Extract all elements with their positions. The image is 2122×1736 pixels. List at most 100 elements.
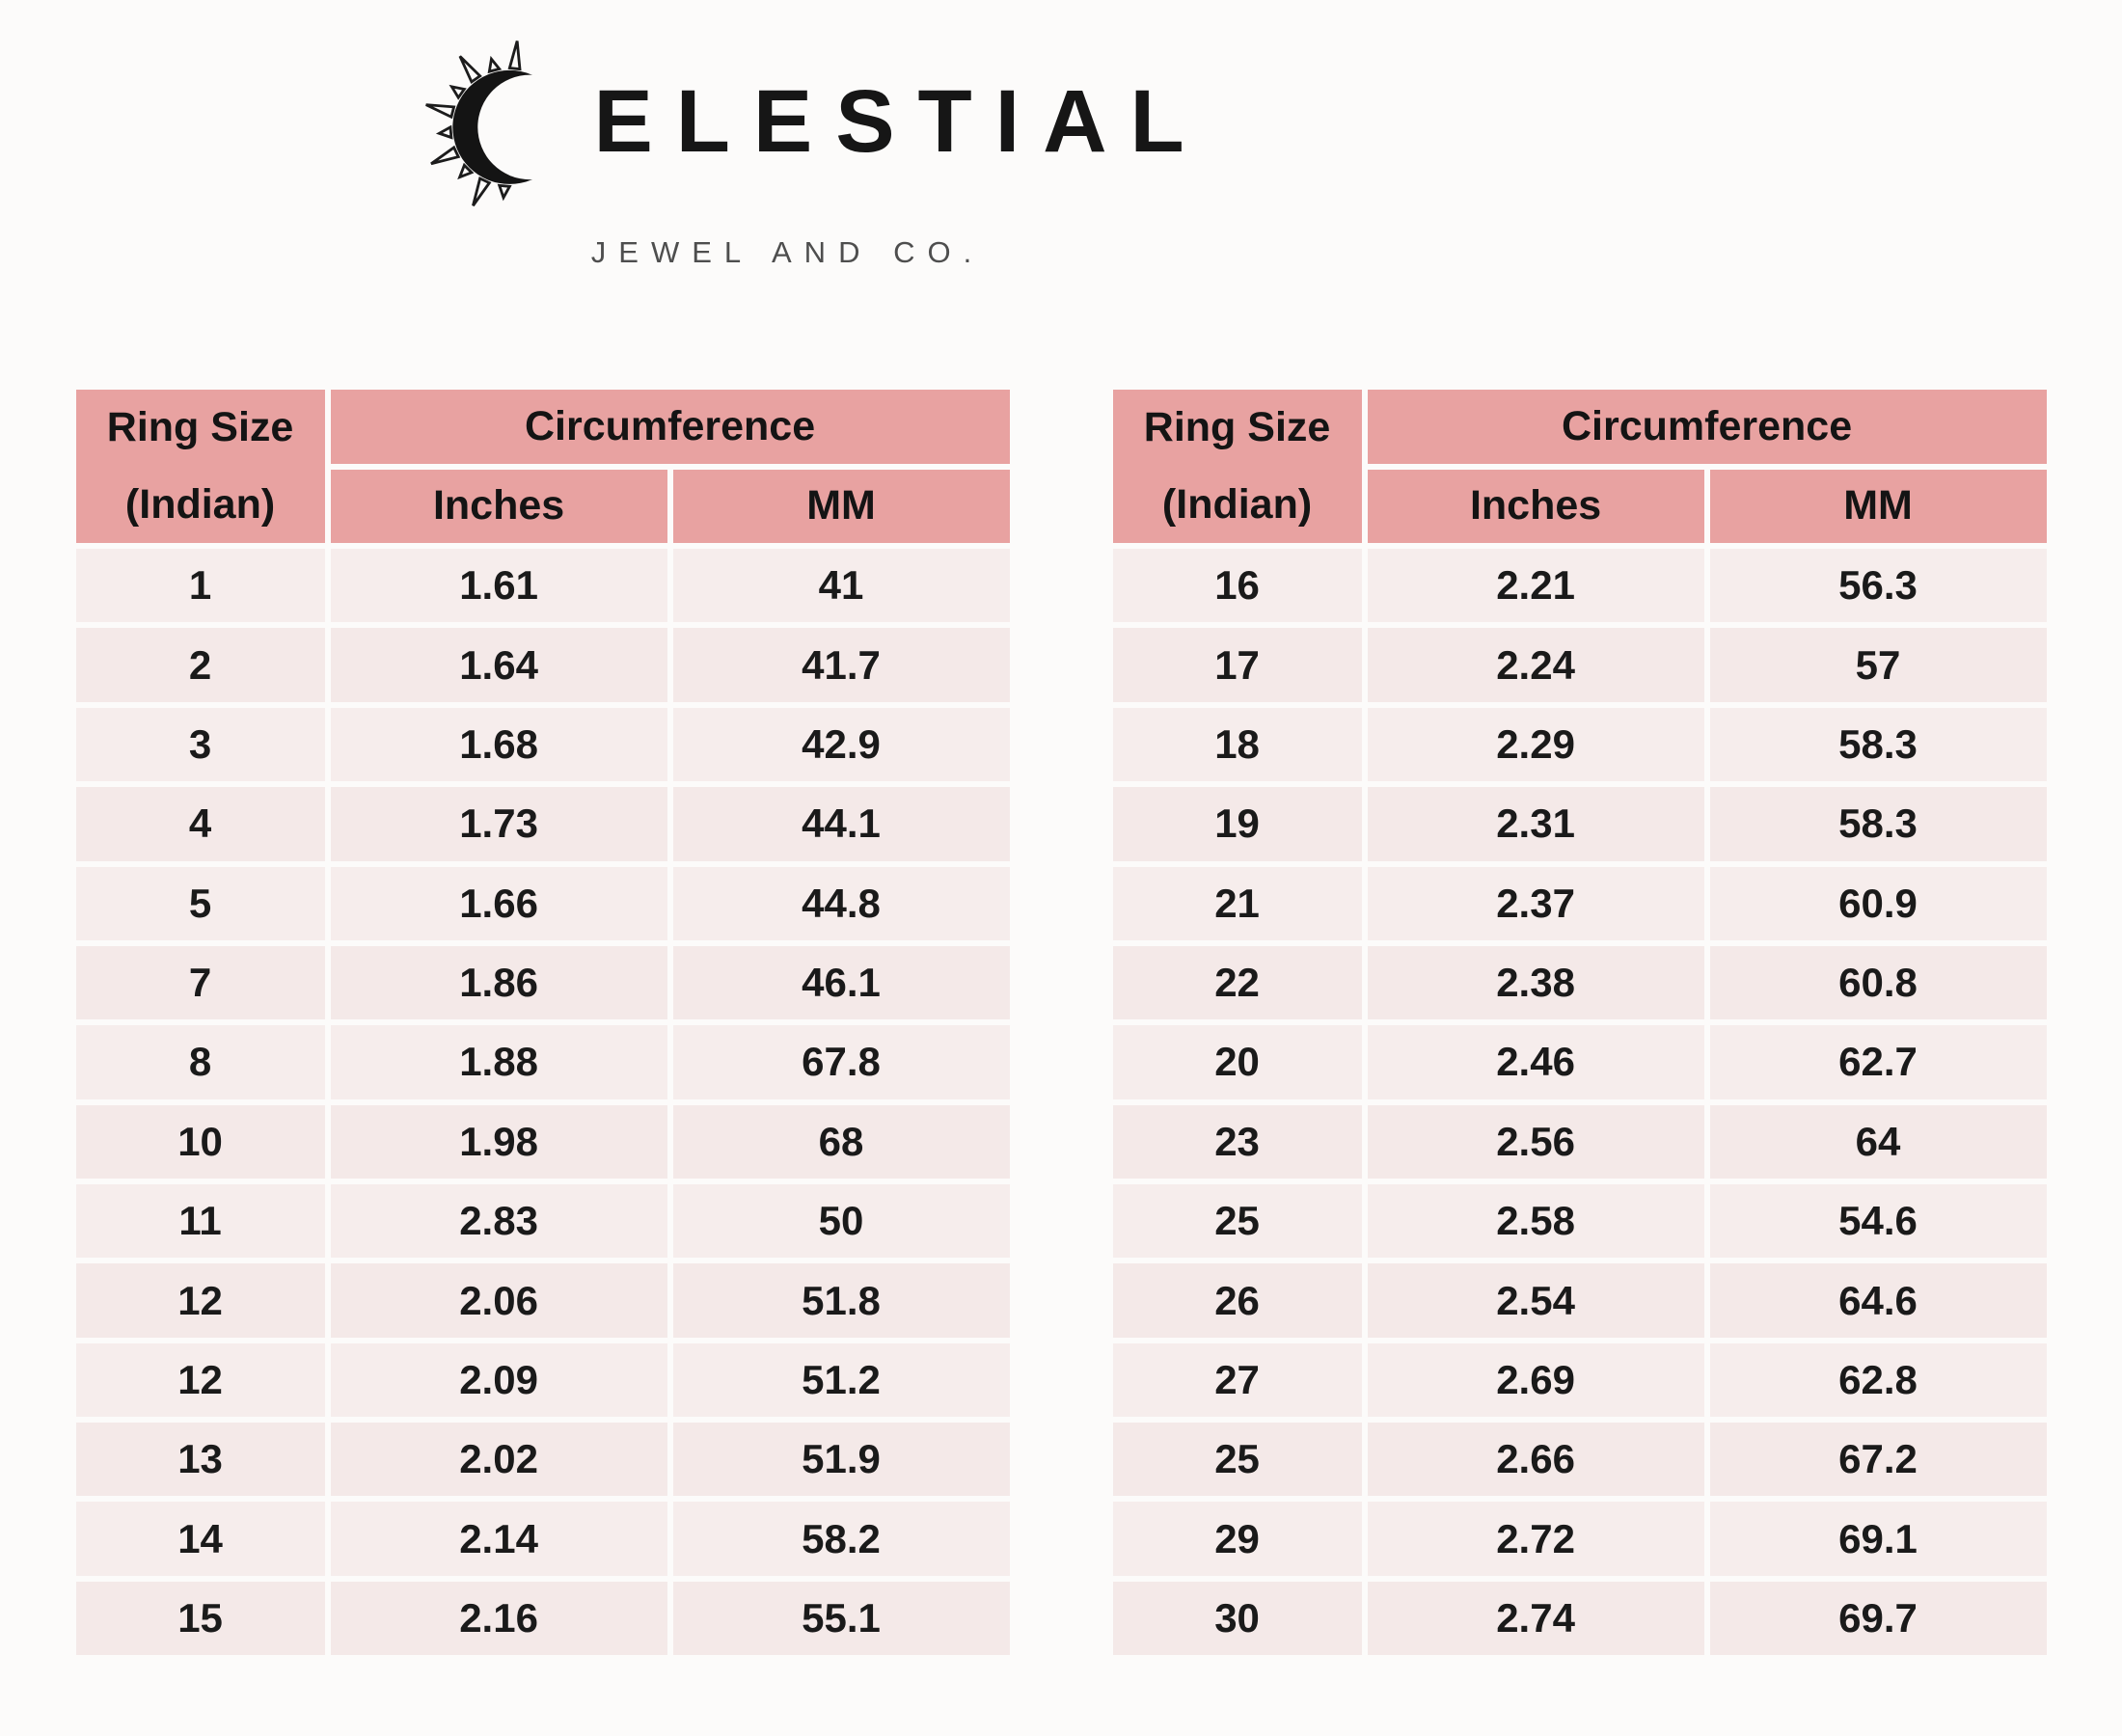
inches-header: Inches xyxy=(1367,469,1704,544)
mm-cell: 67.8 xyxy=(672,1025,1010,1099)
mm-cell: 41 xyxy=(672,549,1010,623)
mm-cell: 51.2 xyxy=(672,1343,1010,1418)
mm-cell: 44.1 xyxy=(672,787,1010,861)
table-row: 5 1.66 44.8 xyxy=(75,866,1010,940)
inches-cell: 2.38 xyxy=(1367,945,1704,1020)
inches-cell: 2.24 xyxy=(1367,628,1704,702)
crescent-sun-icon xyxy=(425,41,584,207)
inches-cell: 2.14 xyxy=(330,1502,667,1576)
mm-cell: 58.3 xyxy=(1709,787,2047,861)
mm-cell: 64 xyxy=(1709,1104,2047,1179)
brand-lockup: ELESTIAL xyxy=(413,27,1207,216)
brand-logo: ELESTIAL JEWEL AND CO. xyxy=(0,0,1620,270)
table-row: 1 1.61 41 xyxy=(75,549,1010,623)
ring-size-cell: 1 xyxy=(75,549,325,623)
table-row: 10 1.98 68 xyxy=(75,1104,1010,1179)
ring-size-cell: 15 xyxy=(75,1581,325,1656)
inches-cell: 2.83 xyxy=(330,1183,667,1259)
ring-size-cell: 25 xyxy=(1112,1183,1362,1259)
ring-size-cell: 7 xyxy=(75,945,325,1020)
table-row: 4 1.73 44.1 xyxy=(75,787,1010,861)
ring-size-cell: 27 xyxy=(1112,1343,1362,1418)
mm-cell: 58.3 xyxy=(1709,707,2047,782)
ring-size-header-line2: (Indian) xyxy=(1161,480,1313,528)
table-row: 23 2.56 64 xyxy=(1112,1104,2047,1179)
ring-size-cell: 26 xyxy=(1112,1263,1362,1338)
table-row: 27 2.69 62.8 xyxy=(1112,1343,2047,1418)
inches-cell: 2.09 xyxy=(330,1343,667,1418)
inches-cell: 1.86 xyxy=(330,945,667,1020)
ring-size-cell: 29 xyxy=(1112,1502,1362,1576)
inches-cell: 1.73 xyxy=(330,787,667,861)
inches-cell: 2.06 xyxy=(330,1263,667,1338)
inches-cell: 1.88 xyxy=(330,1025,667,1099)
ring-size-cell: 23 xyxy=(1112,1104,1362,1179)
ring-size-cell: 25 xyxy=(1112,1423,1362,1497)
table-row: 16 2.21 56.3 xyxy=(1112,549,2047,623)
inches-cell: 2.69 xyxy=(1367,1343,1704,1418)
mm-cell: 58.2 xyxy=(672,1502,1010,1576)
table-row: 18 2.29 58.3 xyxy=(1112,707,2047,782)
table-row: 29 2.72 69.1 xyxy=(1112,1502,2047,1576)
mm-cell: 62.7 xyxy=(1709,1025,2047,1099)
table-row: 26 2.54 64.6 xyxy=(1112,1263,2047,1338)
table-row: 12 2.09 51.2 xyxy=(75,1343,1010,1418)
mm-cell: 51.8 xyxy=(672,1263,1010,1338)
ring-size-cell: 16 xyxy=(1112,549,1362,623)
inches-cell: 2.66 xyxy=(1367,1423,1704,1497)
mm-cell: 41.7 xyxy=(672,628,1010,702)
inches-cell: 2.16 xyxy=(330,1581,667,1656)
ring-size-cell: 5 xyxy=(75,866,325,940)
ring-size-cell: 30 xyxy=(1112,1581,1362,1656)
size-tables: Ring Size (Indian) Circumference Inches … xyxy=(0,384,2122,1656)
brand-wordmark: ELESTIAL xyxy=(593,71,1208,171)
table-row: 13 2.02 51.9 xyxy=(75,1423,1010,1497)
ring-size-header-line1: Ring Size xyxy=(106,404,294,450)
inches-cell: 2.29 xyxy=(1367,707,1704,782)
ring-size-cell: 11 xyxy=(75,1183,325,1259)
mm-cell: 56.3 xyxy=(1709,549,2047,623)
table-row: 2 1.64 41.7 xyxy=(75,628,1010,702)
inches-cell: 2.72 xyxy=(1367,1502,1704,1576)
mm-header: MM xyxy=(672,469,1010,544)
ring-size-header-line1: Ring Size xyxy=(1143,404,1331,450)
inches-cell: 2.02 xyxy=(330,1423,667,1497)
ring-size-cell: 2 xyxy=(75,628,325,702)
table-header-right: Ring Size (Indian) Circumference Inches … xyxy=(1112,390,2047,544)
ring-size-header-line2: (Indian) xyxy=(124,480,276,528)
mm-cell: 50 xyxy=(672,1183,1010,1259)
table-row: 7 1.86 46.1 xyxy=(75,945,1010,1020)
ring-size-cell: 20 xyxy=(1112,1025,1362,1099)
mm-cell: 69.1 xyxy=(1709,1502,2047,1576)
inches-cell: 1.64 xyxy=(330,628,667,702)
ring-size-cell: 14 xyxy=(75,1502,325,1576)
table-row: 21 2.37 60.9 xyxy=(1112,866,2047,940)
mm-cell: 44.8 xyxy=(672,866,1010,940)
ring-size-cell: 17 xyxy=(1112,628,1362,702)
ring-size-cell: 12 xyxy=(75,1263,325,1338)
table-row: 30 2.74 69.7 xyxy=(1112,1581,2047,1656)
mm-cell: 57 xyxy=(1709,628,2047,702)
ring-size-cell: 13 xyxy=(75,1423,325,1497)
table-row: 22 2.38 60.8 xyxy=(1112,945,2047,1020)
ring-size-cell: 22 xyxy=(1112,945,1362,1020)
table-row: 8 1.88 67.8 xyxy=(75,1025,1010,1099)
inches-cell: 2.46 xyxy=(1367,1025,1704,1099)
inches-cell: 2.21 xyxy=(1367,549,1704,623)
inches-cell: 2.37 xyxy=(1367,866,1704,940)
mm-cell: 64.6 xyxy=(1709,1263,2047,1338)
table-row: 19 2.31 58.3 xyxy=(1112,787,2047,861)
inches-cell: 2.54 xyxy=(1367,1263,1704,1338)
mm-cell: 54.6 xyxy=(1709,1183,2047,1259)
ring-size-cell: 21 xyxy=(1112,866,1362,940)
table-body-right: 16 2.21 56.3 17 2.24 57 18 2.29 58.3 19 2.31 58.3 21… xyxy=(1112,549,2047,1656)
mm-cell: 42.9 xyxy=(672,707,1010,782)
ring-size-cell: 10 xyxy=(75,1104,325,1179)
mm-header: MM xyxy=(1709,469,2047,544)
table-row: 15 2.16 55.1 xyxy=(75,1581,1010,1656)
inches-cell: 1.61 xyxy=(330,549,667,623)
circumference-header: Circumference xyxy=(1367,390,2047,464)
mm-cell: 62.8 xyxy=(1709,1343,2047,1418)
ring-size-cell: 8 xyxy=(75,1025,325,1099)
